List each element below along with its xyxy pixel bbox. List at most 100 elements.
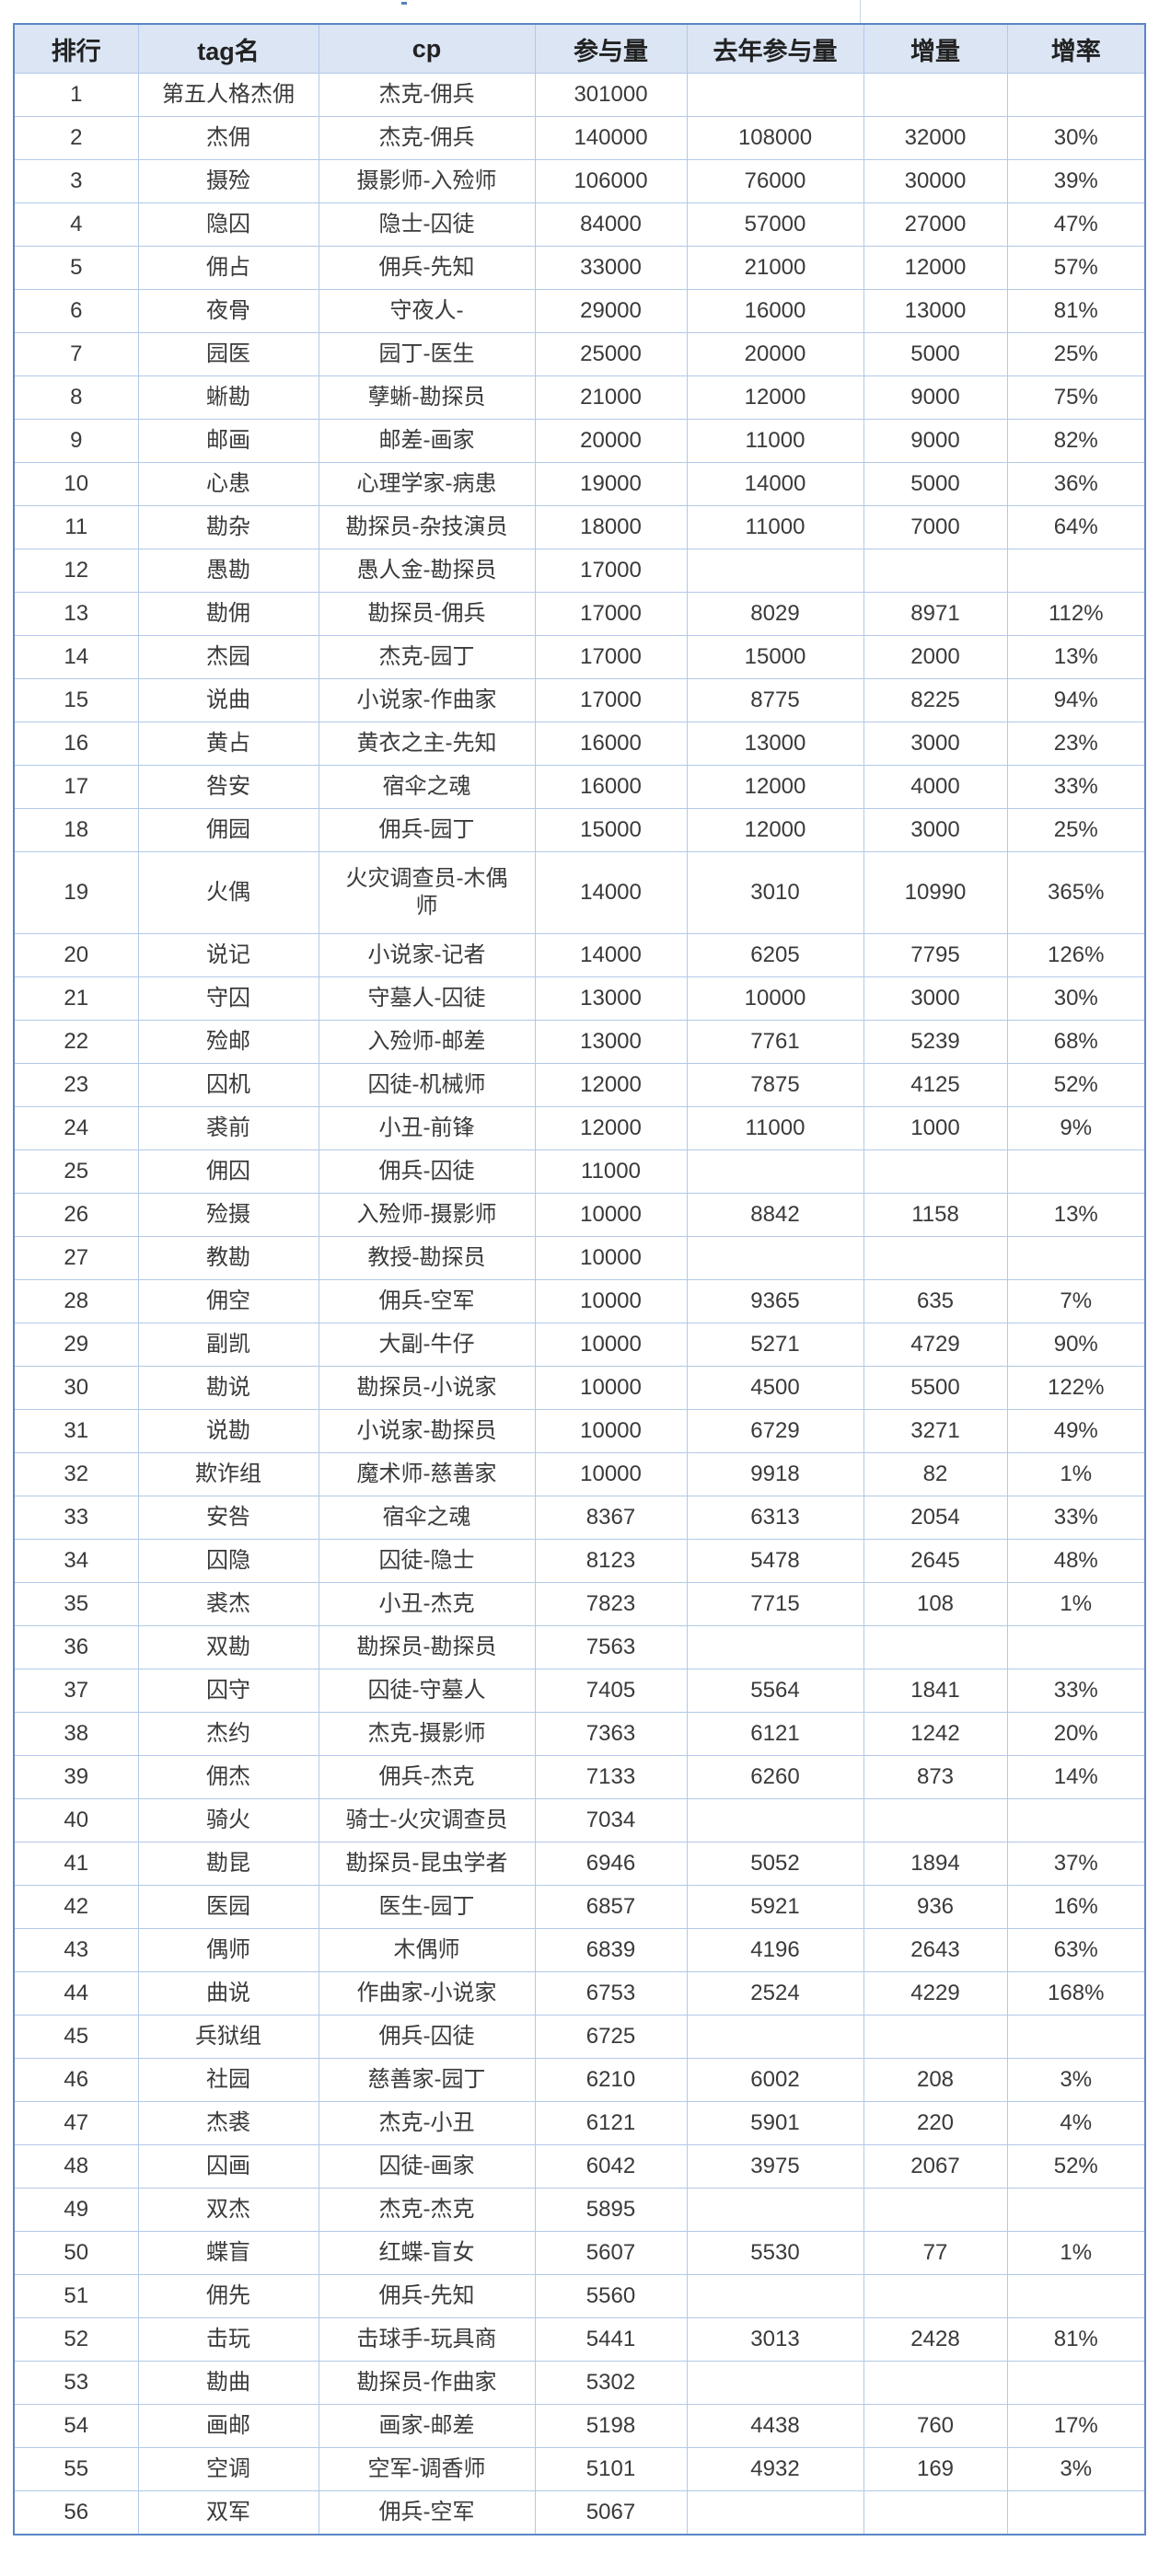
increase-cell: 936 (863, 1885, 1008, 1929)
rank-cell: 29 (13, 1323, 139, 1367)
table-body: 1 第五人格杰佣 杰克-佣兵 301000 2 杰佣 杰克-佣兵 140000 108000 32… (13, 73, 1146, 2536)
cp-cell: 慈善家-园丁 (318, 2058, 536, 2102)
growth-rate-cell: 3% (1006, 2447, 1146, 2491)
cp-cell: 佣兵-空军 (318, 1279, 536, 1323)
participation-cell: 17000 (534, 592, 688, 636)
increase-cell: 8225 (863, 678, 1008, 722)
increase-cell: 2643 (863, 1928, 1008, 1972)
increase-cell: 1242 (863, 1712, 1008, 1756)
cp-cell: 孽蜥-勘探员 (318, 375, 536, 420)
cp-cell: 杰克-佣兵 (318, 116, 536, 160)
participation-cell: 6839 (534, 1928, 688, 1972)
tag-cell: 摄殓 (137, 159, 319, 203)
growth-rate-cell: 122% (1006, 1366, 1146, 1410)
participation-cell: 10000 (534, 1236, 688, 1280)
tag-cell: 佣囚 (137, 1149, 319, 1194)
last-year-cell: 9365 (686, 1279, 864, 1323)
participation-cell: 13000 (534, 976, 688, 1021)
participation-cell: 6725 (534, 2015, 688, 2059)
header-cp: cp (318, 23, 536, 74)
rank-cell: 28 (13, 1279, 139, 1323)
tag-cell: 第五人格杰佣 (137, 73, 319, 117)
participation-cell: 5198 (534, 2404, 688, 2448)
participation-cell: 6210 (534, 2058, 688, 2102)
increase-cell: 12000 (863, 246, 1008, 290)
tag-cell: 囚守 (137, 1669, 319, 1713)
cp-cell: 佣兵-杰克 (318, 1755, 536, 1799)
rank-cell: 15 (13, 678, 139, 722)
participation-cell: 15000 (534, 808, 688, 852)
growth-rate-cell: 57% (1006, 246, 1146, 290)
rank-cell: 34 (13, 1539, 139, 1583)
growth-rate-cell: 33% (1006, 1669, 1146, 1713)
table-row: 36 双勘 勘探员-勘探员 7563 (13, 1625, 1146, 1669)
participation-cell: 7034 (534, 1798, 688, 1842)
table-row: 10 心患 心理学家-病患 19000 14000 5000 36% (13, 462, 1146, 506)
growth-rate-cell: 49% (1006, 1409, 1146, 1453)
tag-cell: 佣占 (137, 246, 319, 290)
rank-cell: 5 (13, 246, 139, 290)
table-row: 15 说曲 小说家-作曲家 17000 8775 8225 94% (13, 678, 1146, 722)
participation-cell: 7405 (534, 1669, 688, 1713)
rank-cell: 32 (13, 1452, 139, 1496)
growth-rate-cell: 47% (1006, 202, 1146, 247)
rank-cell: 31 (13, 1409, 139, 1453)
cp-cell: 杰克-园丁 (318, 635, 536, 679)
table-row: 44 曲说 作曲家-小说家 6753 2524 4229 168% (13, 1971, 1146, 2016)
table-row: 32 欺诈组 魔术师-慈善家 10000 9918 82 1% (13, 1452, 1146, 1496)
cp-cell: 勘探员-杂技演员 (318, 505, 536, 549)
cp-cell: 骑士-火灾调查员 (318, 1798, 536, 1842)
table-row: 29 副凯 大副-牛仔 10000 5271 4729 90% (13, 1323, 1146, 1367)
tag-cell: 击玩 (137, 2317, 319, 2362)
growth-rate-cell (1006, 2188, 1146, 2232)
last-year-cell: 4196 (686, 1928, 864, 1972)
growth-rate-cell: 52% (1006, 2144, 1146, 2189)
last-year-cell: 7761 (686, 1020, 864, 1064)
increase-cell: 4229 (863, 1971, 1008, 2016)
cp-cell: 摄影师-入殓师 (318, 159, 536, 203)
growth-rate-cell: 112% (1006, 592, 1146, 636)
growth-rate-cell: 9% (1006, 1106, 1146, 1150)
rank-cell: 30 (13, 1366, 139, 1410)
tag-cell: 杰园 (137, 635, 319, 679)
growth-rate-cell: 23% (1006, 722, 1146, 766)
participation-cell: 5067 (534, 2490, 688, 2536)
cp-cell: 佣兵-园丁 (318, 808, 536, 852)
participation-cell: 5302 (534, 2361, 688, 2405)
rank-cell: 42 (13, 1885, 139, 1929)
tag-cell: 裘前 (137, 1106, 319, 1150)
table-row: 8 蜥勘 孽蜥-勘探员 21000 12000 9000 75% (13, 375, 1146, 420)
table-row: 28 佣空 佣兵-空军 10000 9365 635 7% (13, 1279, 1146, 1323)
table-row: 34 囚隐 囚徒-隐士 8123 5478 2645 48% (13, 1539, 1146, 1583)
participation-cell: 7133 (534, 1755, 688, 1799)
header-increase: 增量 (863, 23, 1008, 74)
last-year-cell: 15000 (686, 635, 864, 679)
table-row: 25 佣囚 佣兵-囚徒 11000 (13, 1149, 1146, 1194)
tag-cell: 杰佣 (137, 116, 319, 160)
participation-cell: 29000 (534, 289, 688, 333)
increase-cell: 27000 (863, 202, 1008, 247)
table-row: 33 安咎 宿伞之魂 8367 6313 2054 33% (13, 1496, 1146, 1540)
growth-rate-cell: 30% (1006, 116, 1146, 160)
rank-cell: 19 (13, 851, 139, 934)
table-row: 20 说记 小说家-记者 14000 6205 7795 126% (13, 933, 1146, 977)
tag-cell: 勘佣 (137, 592, 319, 636)
last-year-cell: 57000 (686, 202, 864, 247)
last-year-cell: 8842 (686, 1193, 864, 1237)
last-year-cell (686, 2188, 864, 2232)
cp-cell: 佣兵-囚徒 (318, 1149, 536, 1194)
increase-cell: 3271 (863, 1409, 1008, 1453)
last-year-cell: 14000 (686, 462, 864, 506)
increase-cell: 32000 (863, 116, 1008, 160)
tag-cell: 勘杂 (137, 505, 319, 549)
participation-cell: 84000 (534, 202, 688, 247)
participation-cell: 6946 (534, 1842, 688, 1886)
tag-cell: 杰约 (137, 1712, 319, 1756)
tag-cell: 心患 (137, 462, 319, 506)
participation-cell: 18000 (534, 505, 688, 549)
rank-cell: 12 (13, 549, 139, 593)
growth-rate-cell: 126% (1006, 933, 1146, 977)
participation-cell: 8367 (534, 1496, 688, 1540)
table-row: 50 蝶盲 红蝶-盲女 5607 5530 77 1% (13, 2231, 1146, 2275)
increase-cell: 220 (863, 2101, 1008, 2145)
